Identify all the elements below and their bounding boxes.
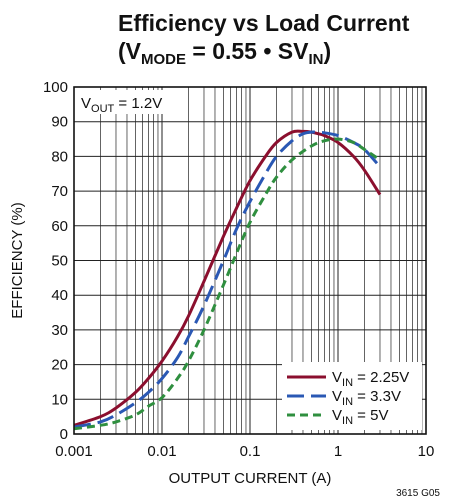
y-tick-label: 30 — [51, 322, 68, 339]
chart-title-line1: Efficiency vs Load Current — [118, 10, 410, 36]
y-tick-label: 10 — [51, 391, 68, 408]
y-tick-label: 40 — [51, 287, 68, 304]
x-tick-labels: 0.001 0.01 0.1 1 10 — [55, 443, 434, 460]
x-tick-label: 0.01 — [147, 443, 176, 460]
vout-annotation: VOUT = 1.2V — [81, 95, 162, 115]
x-tick-label: 0.001 — [55, 443, 93, 460]
series-curves — [73, 129, 382, 431]
y-tick-label: 80 — [51, 148, 68, 165]
x-axis-label: OUTPUT CURRENT (A) — [169, 470, 332, 487]
legend-label-3: VIN = 5V — [332, 407, 388, 427]
y-tick-label: 0 — [60, 426, 68, 443]
y-axis-label: EFFICIENCY (%) — [9, 202, 26, 318]
series-line-3 — [73, 137, 381, 431]
y-tick-label: 60 — [51, 218, 68, 235]
y-tick-label: 50 — [51, 253, 68, 270]
y-tick-label: 90 — [51, 114, 68, 131]
y-tick-label: 70 — [51, 183, 68, 200]
legend-background — [282, 362, 422, 430]
series-line-2 — [73, 130, 382, 429]
x-tick-label: 10 — [418, 443, 435, 460]
legend-label-2: VIN = 3.3V — [332, 388, 401, 408]
plot-frame — [73, 86, 427, 435]
series-line-1 — [73, 129, 382, 427]
x-tick-label: 0.1 — [240, 443, 261, 460]
legend-label-1: VIN = 2.25V — [332, 369, 409, 389]
y-tick-label: 20 — [51, 357, 68, 374]
figure-code: 3615 G05 — [396, 488, 440, 499]
y-tick-labels: 0 10 20 30 40 50 60 70 80 90 100 — [43, 79, 68, 443]
x-tick-label: 1 — [334, 443, 342, 460]
chart-title-line2: (VMODE = 0.55 • SVIN) — [118, 38, 331, 68]
y-tick-label: 100 — [43, 79, 68, 96]
annotation-background — [77, 90, 173, 114]
chart-title: Efficiency vs Load Current (VMODE = 0.55… — [118, 10, 410, 68]
